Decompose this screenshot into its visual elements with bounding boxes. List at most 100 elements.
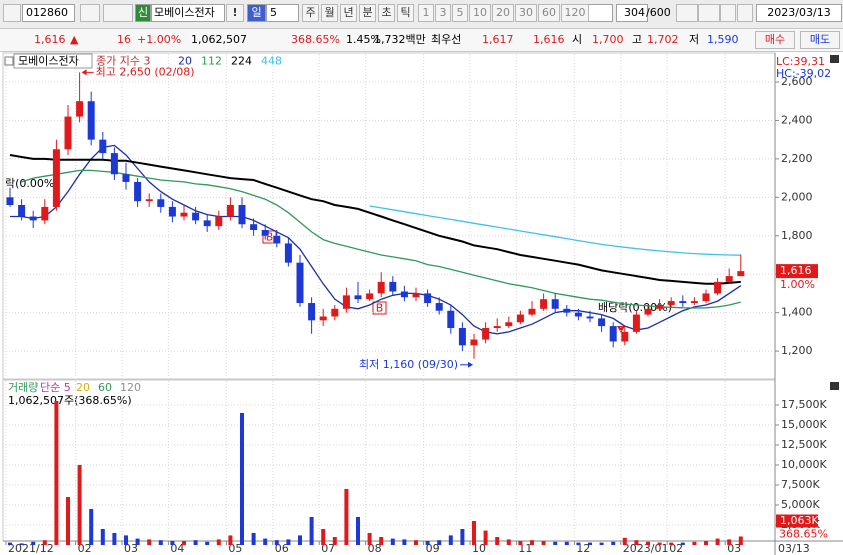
volume-bar	[100, 529, 105, 545]
candle-body	[296, 262, 304, 304]
volume-bar	[390, 538, 395, 545]
candle-body	[261, 229, 269, 236]
volume-bar	[31, 541, 36, 545]
volume-bar	[715, 538, 720, 545]
volume-bar	[367, 533, 372, 545]
x-tick-label: 05	[228, 542, 242, 555]
period-option[interactable]: 주	[302, 4, 319, 22]
quote-turnover: 1.45%	[346, 33, 381, 46]
tool-button[interactable]	[676, 4, 698, 22]
volume-bar	[124, 535, 128, 545]
volume-bar	[425, 541, 430, 545]
settings-button[interactable]	[737, 4, 753, 22]
low-annotation: 최저 1,160 (09/30)	[359, 358, 458, 371]
quote-rate: +1.00%	[137, 33, 182, 46]
best-label: 최우선	[431, 33, 462, 46]
interval-option[interactable]: 1	[418, 4, 434, 22]
volume-bar	[506, 539, 511, 545]
count-input[interactable]: 304	[616, 4, 648, 22]
x-tick-label: 2023/01	[623, 542, 669, 555]
period-button[interactable]: 일	[247, 4, 266, 22]
candle-body	[52, 149, 60, 207]
period-option[interactable]: 월	[321, 4, 338, 22]
candle-body	[41, 206, 49, 221]
quote-amount: 1,732백만	[374, 33, 426, 46]
interval-option[interactable]: 5	[452, 4, 468, 22]
tool-button[interactable]	[698, 4, 720, 22]
candle-body	[667, 301, 675, 305]
low-arrow-head	[468, 361, 473, 368]
legend-entry: 112	[201, 55, 222, 68]
y-tick-label: 10,000K	[781, 458, 827, 471]
interval-option[interactable]: 3	[435, 4, 451, 22]
period-option[interactable]: 틱	[397, 4, 414, 22]
volume-bar	[622, 537, 627, 545]
buy-button[interactable]: 매수	[755, 31, 795, 49]
interval-option[interactable]: 60	[538, 4, 560, 22]
candle-body	[18, 205, 26, 217]
candle-body	[76, 101, 84, 117]
period-count[interactable]: 5	[266, 4, 299, 22]
volume-bar	[472, 521, 476, 545]
volume-bar	[170, 541, 175, 545]
menu-button[interactable]	[3, 4, 21, 22]
stock-name-input[interactable]: 모베이스전자	[151, 4, 225, 22]
interval-option[interactable]: 30	[515, 4, 537, 22]
date-input[interactable]: 2023/03/13	[756, 4, 842, 22]
candle-body	[110, 153, 118, 175]
volume-bar	[158, 540, 163, 545]
candle-body	[482, 328, 490, 340]
moving-average-line	[21, 169, 741, 309]
candle-body	[331, 308, 339, 317]
candle-body	[679, 301, 687, 304]
x-tick-label: 07	[321, 542, 335, 555]
candle-body	[609, 326, 617, 342]
x-tick-label: 02	[669, 542, 683, 555]
save-button[interactable]	[720, 4, 736, 22]
candle-body	[134, 181, 142, 202]
candle-body	[308, 303, 316, 321]
last-price-box	[776, 264, 818, 279]
volume-title: 거래량	[8, 381, 38, 394]
volume-bar	[89, 509, 94, 545]
low-label: 저	[689, 33, 700, 46]
interval-option[interactable]: 120	[561, 4, 589, 22]
count-max: /600	[646, 6, 671, 19]
sell-button[interactable]: 매도	[800, 31, 840, 49]
volume-bar	[414, 540, 418, 545]
interval-option[interactable]: 20	[492, 4, 514, 22]
code-input[interactable]: 012860	[22, 4, 75, 22]
volume-bar	[216, 539, 221, 545]
candle-body	[157, 199, 165, 207]
volume-bar	[240, 413, 244, 545]
candle-body	[366, 293, 374, 300]
y-tick-label: 2,200	[781, 152, 813, 165]
hc-label: HC:-39,02	[776, 67, 831, 80]
candle-body	[447, 310, 455, 329]
buy-marker-label: B	[266, 231, 274, 244]
candle-body	[273, 235, 281, 244]
candle-body	[458, 328, 466, 346]
candle-body	[702, 293, 710, 302]
volume-bar	[182, 541, 186, 545]
nav-button[interactable]	[103, 4, 133, 22]
candle-body	[621, 331, 629, 342]
period-option[interactable]: 분	[359, 4, 376, 22]
x-tick-label: 03	[727, 542, 741, 555]
search-button[interactable]	[80, 4, 100, 22]
period-option[interactable]: 년	[340, 4, 357, 22]
volume-bar	[692, 541, 697, 545]
panel-button[interactable]	[830, 382, 839, 390]
volume-bar	[344, 489, 349, 545]
period-option[interactable]: 초	[378, 4, 395, 22]
volume-bar	[135, 538, 140, 545]
candle-body	[203, 220, 211, 227]
interval-option[interactable]: 10	[469, 4, 491, 22]
alert-button[interactable]: !	[226, 4, 244, 22]
candle-body	[435, 303, 443, 311]
y-tick-label: 2,000	[781, 190, 813, 203]
x-tick-label: 2021/12	[8, 542, 54, 555]
buy-marker-label: B	[376, 302, 384, 315]
panel-button[interactable]	[830, 55, 839, 63]
volume-bar	[298, 535, 302, 545]
